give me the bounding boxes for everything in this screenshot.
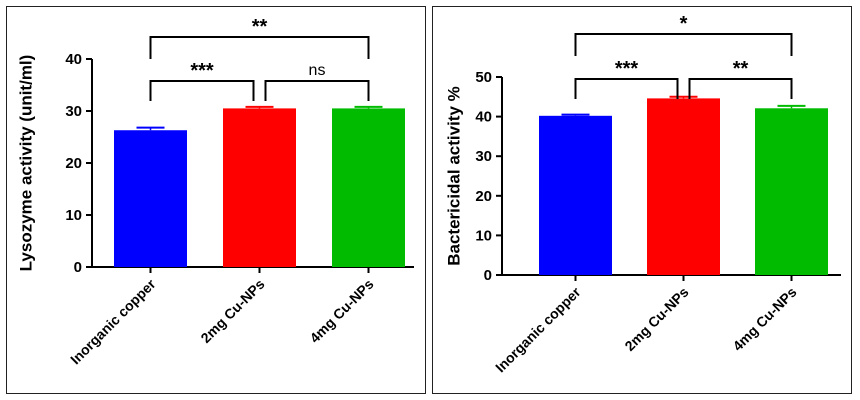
bactericidal-significance-bracket-0 [574, 78, 679, 99]
bactericidal-chart: Bactericidal activity % 0 10 20 30 40 50 Inorga… [444, 13, 841, 375]
lysozyme-y-axis-title: Lysozyme activity (unit/ml) [16, 55, 35, 272]
bactericidal-y-tick-label: 10 [475, 227, 492, 244]
lysozyme-bar-1 [223, 108, 296, 268]
lysozyme-bar-2 [332, 108, 405, 268]
lysozyme-significance-label-2: ** [252, 16, 268, 38]
lysozyme-bar-0 [114, 130, 187, 267]
bactericidal-significance-label-2: * [680, 13, 688, 35]
bactericidal-y-axis-title: Bactericidal activity % [444, 86, 463, 266]
lysozyme-significance-label-1: ns [309, 62, 326, 79]
lysozyme-chart: Lysozyme activity (unit/ml) 0 10 20 30 40 Inor… [16, 16, 414, 367]
bactericidal-y-tick-label: 20 [475, 188, 492, 205]
bactericidal-significance-bracket-2 [574, 33, 793, 56]
lysozyme-category-label-0: Inorganic copper [67, 275, 159, 367]
lysozyme-category-label-2: 4mg Cu-NPs [306, 276, 376, 346]
bactericidal-bar-2 [755, 108, 828, 275]
lysozyme-chart-panel: Lysozyme activity (unit/ml) 0 10 20 30 40 Inor… [6, 6, 426, 394]
bactericidal-category-label-0: Inorganic copper [492, 283, 584, 375]
lysozyme-y-tick-label: 20 [65, 155, 82, 172]
bactericidal-significance-label-0: *** [615, 58, 639, 80]
lysozyme-y-tick-label: 30 [65, 103, 82, 120]
bactericidal-y-tick-label: 50 [475, 69, 492, 86]
lysozyme-significance-bracket-2 [149, 36, 370, 59]
lysozyme-y-tick-label: 10 [65, 207, 82, 224]
lysozyme-y-tick-label: 0 [74, 259, 82, 276]
lysozyme-significance-bracket-1 [264, 80, 370, 101]
bactericidal-bar-0 [539, 115, 612, 275]
lysozyme-y-tick-label: 40 [65, 51, 82, 68]
bactericidal-y-tick-label: 0 [484, 267, 492, 284]
lysozyme-category-label-1: 2mg Cu-NPs [197, 276, 267, 346]
bactericidal-category-label-1: 2mg Cu-NPs [621, 284, 691, 354]
bactericidal-chart-panel: Bactericidal activity % 0 10 20 30 40 50 Inorga… [432, 6, 852, 394]
bactericidal-significance-label-1: ** [733, 58, 749, 80]
lysozyme-significance-bracket-0 [149, 80, 255, 101]
bactericidal-significance-bracket-1 [688, 78, 793, 99]
bactericidal-y-tick-label: 40 [475, 109, 492, 126]
bactericidal-bar-1 [647, 98, 720, 275]
bactericidal-y-tick-label: 30 [475, 148, 492, 165]
lysozyme-significance-label-0: *** [190, 60, 214, 82]
bactericidal-category-label-2: 4mg Cu-NPs [729, 284, 799, 354]
